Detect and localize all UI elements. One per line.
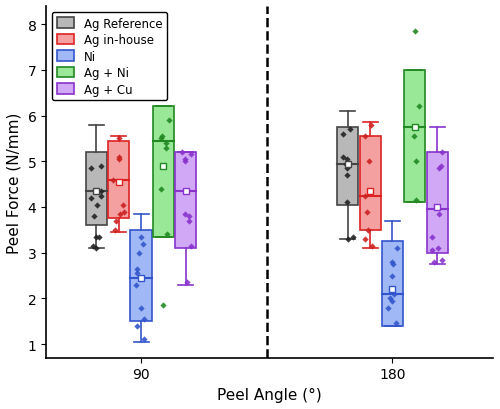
Bar [382,242,403,326]
Bar [86,153,107,226]
Bar [426,153,448,253]
Bar [175,153,197,249]
X-axis label: Peel Angle (°): Peel Angle (°) [217,387,322,402]
Bar [153,107,174,237]
Bar [360,137,381,230]
Bar [130,230,152,321]
Bar [337,128,358,205]
Legend: Ag Reference, Ag in-house, Ni, Ag + Ni, Ag + Cu: Ag Reference, Ag in-house, Ni, Ag + Ni, … [52,13,167,101]
Bar [108,142,130,219]
Bar [404,71,425,203]
Y-axis label: Peel Force (N/mm): Peel Force (N/mm) [7,112,22,253]
